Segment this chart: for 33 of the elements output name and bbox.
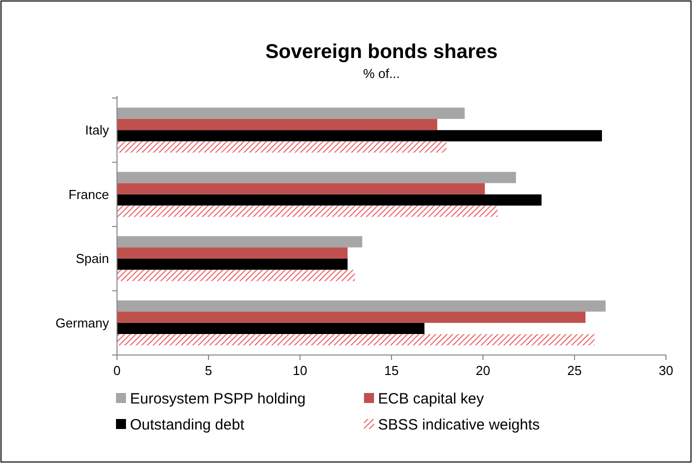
bar: [117, 270, 355, 282]
chart-subtitle: % of...: [363, 66, 400, 81]
legend-label: SBSS indicative weights: [378, 416, 540, 434]
bar: [117, 172, 516, 184]
bar: [117, 236, 362, 248]
legend-label: Outstanding debt: [130, 416, 246, 434]
bar: [117, 322, 424, 334]
x-tick-label: 20: [476, 363, 490, 378]
x-tick-label: 30: [658, 363, 674, 378]
x-tick-label: 0: [113, 363, 121, 378]
y-tick-label: Germany: [56, 315, 110, 330]
x-tick-label: 10: [292, 363, 308, 378]
chart-title: Sovereign bonds shares: [265, 41, 498, 63]
y-tick-label: Italy: [85, 122, 110, 138]
bar: [117, 258, 348, 270]
bar: [117, 108, 465, 119]
bar: [117, 247, 348, 259]
bar: [117, 130, 602, 142]
legend-label: ECB capital key: [378, 390, 484, 408]
x-tick-label: 25: [567, 363, 582, 378]
bar: [117, 118, 438, 130]
bar: [117, 141, 446, 153]
y-tick-label: France: [68, 186, 109, 202]
bar: [117, 334, 595, 346]
y-tick-label: Spain: [76, 251, 109, 266]
bar: [117, 183, 485, 194]
x-tick-label: 5: [204, 363, 212, 378]
bar: [117, 312, 586, 323]
bar: [117, 206, 498, 217]
legend-label: Eurosystem PSPP holding: [130, 390, 306, 408]
bar: [117, 194, 542, 206]
x-tick-label: 15: [384, 363, 399, 378]
bar: [117, 300, 606, 312]
